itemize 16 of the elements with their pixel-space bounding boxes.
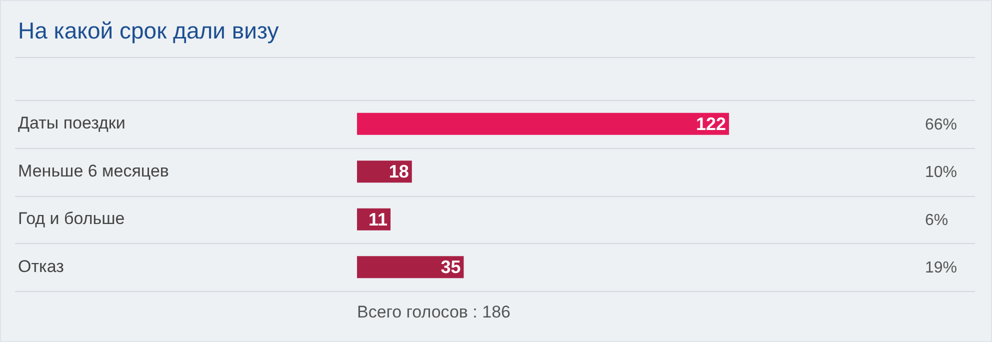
- y-tick-label: Отказ: [18, 256, 64, 276]
- text: 6%: [925, 212, 948, 229]
- text: На какой срок дали визу: [18, 17, 280, 44]
- y-tick-label: Меньше 6 месяцев: [18, 161, 169, 180]
- y-tick-label: Год и больше: [18, 209, 125, 228]
- text: 19%: [925, 260, 958, 277]
- bar: [357, 256, 464, 278]
- text: Всего голосов : 186: [357, 302, 510, 322]
- y-tick-label: Даты поездки: [18, 114, 126, 133]
- data-label: 18: [388, 162, 409, 182]
- text: 66%: [925, 116, 958, 134]
- data-label: 11: [368, 209, 388, 230]
- bar: [357, 112, 729, 135]
- data-label: 35: [440, 257, 461, 278]
- data-label: 122: [696, 114, 726, 134]
- text: 10%: [925, 164, 958, 182]
